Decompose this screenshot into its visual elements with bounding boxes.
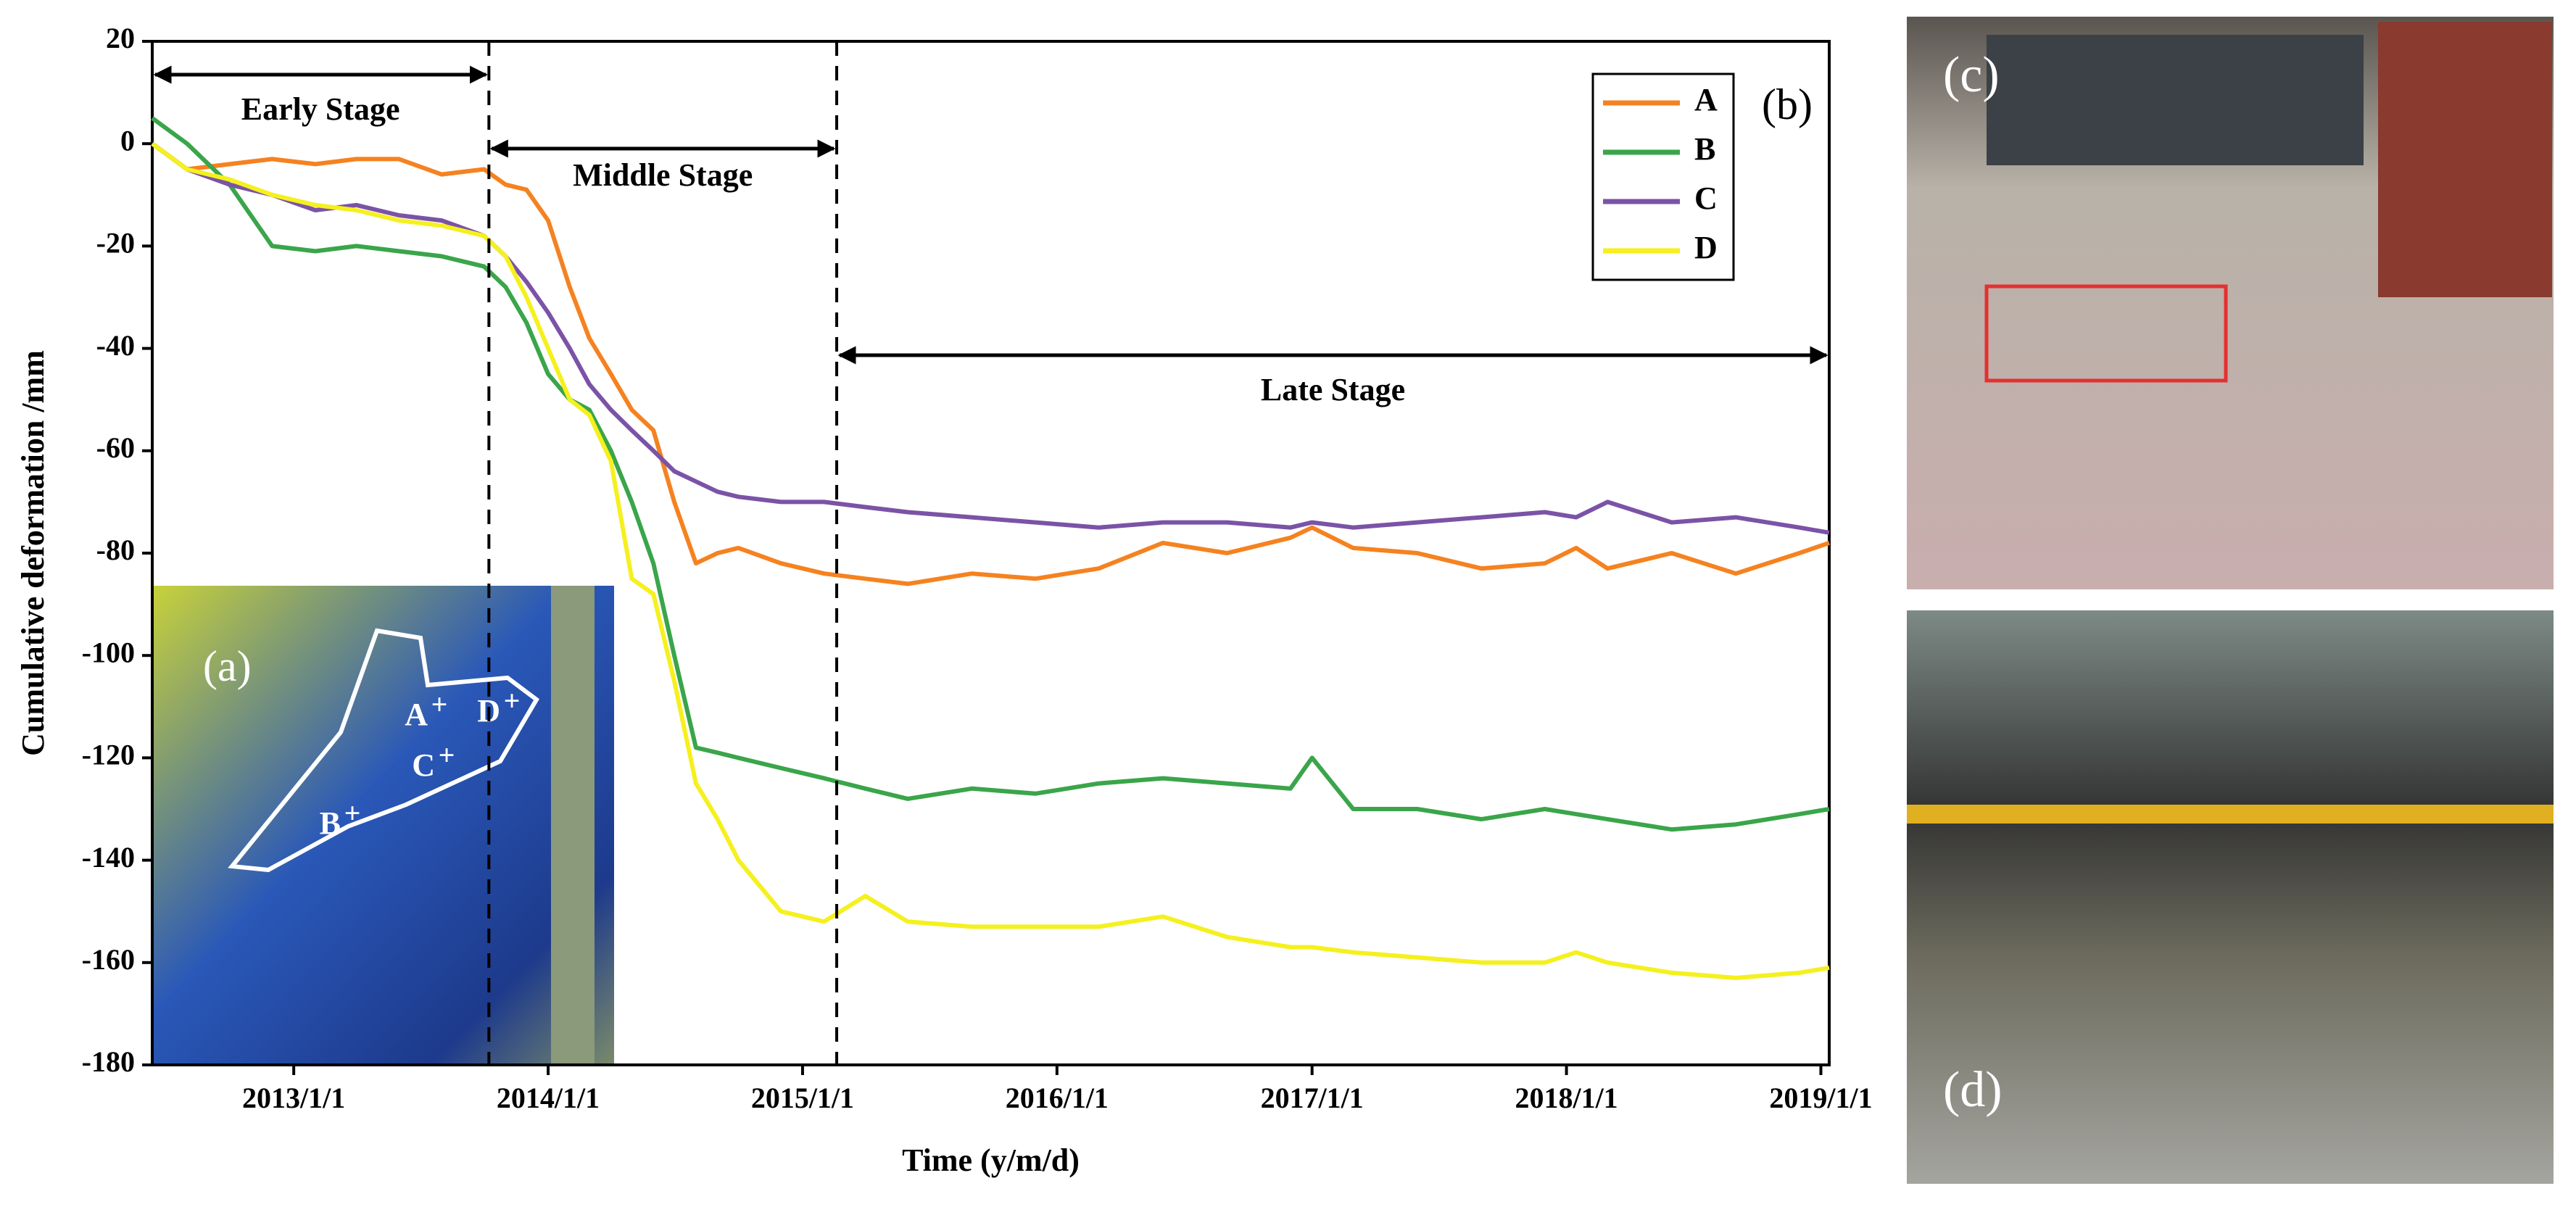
- legend-label: A: [1694, 82, 1718, 117]
- y-tick-label: -20: [96, 227, 135, 260]
- y-tick-label: -60: [96, 431, 135, 464]
- legend-label: C: [1694, 181, 1718, 216]
- stage-label: Late Stage: [1261, 372, 1405, 407]
- point-label: C: [412, 747, 435, 783]
- stage-label: Middle Stage: [573, 157, 753, 193]
- data-line: [151, 141, 1830, 535]
- photo-d: [1907, 610, 2554, 1184]
- point-marker: +: [504, 684, 521, 717]
- stage-label: Early Stage: [241, 91, 400, 127]
- data-line: [151, 141, 1830, 980]
- region-outline: [228, 628, 539, 873]
- x-tick-label: 2015/1/1: [751, 1082, 854, 1114]
- y-tick-label: -140: [82, 841, 135, 874]
- highlight-box: [1984, 284, 2228, 383]
- data-line: [151, 141, 1830, 586]
- panel-label: (c): [1943, 47, 2000, 103]
- y-tick-label: 0: [120, 124, 135, 157]
- legend-label: B: [1694, 131, 1715, 167]
- y-tick-label: -80: [96, 534, 135, 566]
- panel-label: (d): [1943, 1062, 2003, 1118]
- x-tick-label: 2016/1/1: [1006, 1082, 1109, 1114]
- x-tick-label: 2018/1/1: [1515, 1082, 1618, 1114]
- river: [551, 586, 595, 1065]
- inset-map: [152, 586, 614, 1065]
- y-tick-label: -100: [82, 636, 135, 668]
- y-tick-label: -180: [82, 1045, 135, 1078]
- point-label: A: [405, 697, 428, 732]
- window: [1987, 35, 2364, 165]
- y-tick-label: 20: [106, 22, 135, 54]
- x-tick-label: 2014/1/1: [497, 1082, 600, 1114]
- x-tick-label: 2017/1/1: [1261, 1082, 1364, 1114]
- panel-label: (a): [203, 642, 252, 690]
- x-axis-label: Time (y/m/d): [902, 1142, 1080, 1178]
- point-marker: +: [344, 797, 361, 829]
- brick-wall: [2378, 22, 2552, 297]
- panel-label: (b): [1762, 80, 1813, 128]
- x-tick-label: 2019/1/1: [1769, 1082, 1872, 1114]
- legend-box: [1591, 72, 1735, 281]
- y-axis-label: Cumulative deformation /mm: [15, 350, 51, 756]
- y-tick-label: -160: [82, 943, 135, 976]
- point-label: B: [320, 805, 341, 841]
- legend-label: D: [1694, 230, 1718, 265]
- point-marker: +: [431, 688, 448, 721]
- data-line: [151, 116, 1830, 832]
- warning-strip: [1907, 805, 2554, 824]
- x-tick-label: 2013/1/1: [242, 1082, 345, 1114]
- point-marker: +: [439, 739, 455, 771]
- y-tick-label: -40: [96, 329, 135, 362]
- y-tick-label: -120: [82, 739, 135, 771]
